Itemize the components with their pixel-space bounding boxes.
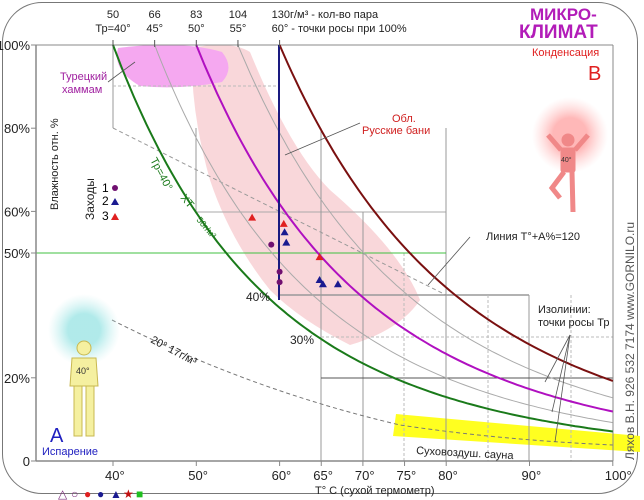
dewpoint20-label: 20° 17г/м³ [149, 334, 199, 368]
body-temp-b: 40° [561, 156, 572, 164]
dewpoint-top-temp: Тр=40° [95, 23, 130, 35]
y-tick-label: 20% [4, 371, 30, 386]
legend-symbol-icon: ▲ [110, 487, 122, 500]
dewpoint-top-temp: 60° - точки росы при 100% [272, 23, 407, 35]
dewpoint-top-moisture: 66 [149, 9, 161, 21]
evaporation-label: Испарение [42, 446, 98, 458]
visit-2-point [333, 280, 342, 288]
leader-line [284, 122, 361, 156]
y-tick-label: 60% [4, 204, 30, 219]
russian-bath-region [191, 44, 420, 346]
legend-symbol-icon: ■ [136, 487, 143, 500]
x-tick-label: 40° [105, 468, 125, 483]
body-temp-a: 40° [76, 366, 90, 376]
visits-legend-1-marker [112, 185, 118, 191]
dewpoint-curve-50 [195, 44, 614, 413]
y-tick-label: 80% [4, 121, 30, 136]
line-t-plus-a-120 [112, 127, 447, 296]
inner-label-30: 30% [290, 333, 314, 347]
dewpoint-curve-45 [154, 44, 613, 424]
x-tick-label: 60° [272, 468, 292, 483]
isolines-label-1: Изолинии: [538, 304, 591, 316]
visit-2-point [315, 276, 324, 284]
leader-line [427, 236, 471, 286]
visits-legend-1: 1 [102, 181, 109, 195]
title-line2: КЛИМАТ [519, 22, 598, 43]
dewpoint-top-temp: 55° [230, 23, 247, 35]
visit-1-point [276, 268, 283, 275]
condensation-label: Конденсация [532, 47, 599, 59]
leader-line [551, 334, 571, 413]
legend-symbol-icon: ★ [123, 487, 134, 500]
dewpoint-curve-40 [112, 44, 613, 433]
person-evaporation-icon [48, 294, 120, 437]
hammam-label-2: хаммам [62, 84, 102, 96]
legend-symbol-icon: ● [84, 487, 91, 500]
dewpoint-top-temp: 45° [146, 23, 163, 35]
x-tick-label: 70° [355, 468, 375, 483]
y-tick-label: 100% [0, 38, 30, 53]
dry-sauna-label: Суховоздуш. сауна [416, 445, 515, 462]
x-tick-label: 50° [188, 468, 208, 483]
dewpoint-top-moisture: 50 [107, 9, 119, 21]
g50-label: 50г/м³ [194, 215, 218, 241]
dewpoint-top-moisture: 104 [229, 9, 247, 21]
visit-1-point [268, 241, 275, 248]
russian-label-1: Обл. [392, 113, 416, 125]
legend-symbol-icon: ● [97, 487, 104, 500]
line120-label: Линия T°+A%=120 [486, 231, 580, 243]
visit-2-point [318, 280, 327, 288]
visit-3-point [315, 253, 324, 261]
visits-legend-2: 2 [102, 194, 109, 208]
x-tick-label: 90° [522, 468, 542, 483]
y-tick-label: 0 [23, 454, 30, 469]
x-axis-title: T° C (сухой термометр) [315, 485, 435, 497]
visit-2-point [280, 228, 289, 236]
leader-line [554, 334, 571, 443]
visit-1-point [276, 279, 283, 286]
dewpoint-top-moisture: 83 [190, 9, 202, 21]
x-tick-label: 75° [397, 468, 417, 483]
card-frame [2, 2, 638, 494]
inner-label-40: 40% [246, 290, 270, 304]
visits-legend-3: 3 [102, 209, 109, 223]
visits-legend-2-marker [111, 198, 119, 205]
dewpoint-top-temp: 50° [188, 23, 205, 35]
title-line1: МИКРО- [530, 5, 597, 24]
visit-3-point [279, 219, 288, 227]
russian-label-2: Русские бани [362, 125, 430, 137]
zone-a-label: A [50, 425, 64, 447]
leader-line [544, 334, 571, 383]
y-tick-label: 50% [4, 246, 30, 261]
legend-symbol-icon: ○ [71, 487, 78, 500]
x-tick-label: 80° [438, 468, 458, 483]
visits-legend-title: Заходы [83, 178, 97, 220]
isolines-label-2: точки росы Тр [538, 317, 609, 329]
x-tick-label: 65° [313, 468, 333, 483]
dry-sauna-region [393, 414, 640, 452]
zone-b-label: B [588, 63, 601, 85]
author-credit: Ляхов В.Н. 926 532 7174 www.GORNILO.ru [623, 222, 637, 460]
hammam-label-1: Турецкий [60, 71, 107, 83]
visits-legend-3-marker [111, 213, 119, 220]
legend-symbol-icon: △ [58, 487, 68, 500]
td40-curve-label: Тр=40° [147, 156, 174, 193]
visit-2-point [282, 238, 291, 246]
person-condensation-icon [532, 97, 608, 213]
dewpoint-top-moisture: 130г/м³ - кол-во пара [272, 9, 379, 21]
dewpoint-curve-55 [237, 44, 613, 399]
leader-line [107, 61, 136, 83]
y-axis-title: Влажность отн. % [49, 118, 61, 210]
visit-3-point [248, 213, 257, 221]
x-tick-label: 100° [605, 468, 632, 483]
